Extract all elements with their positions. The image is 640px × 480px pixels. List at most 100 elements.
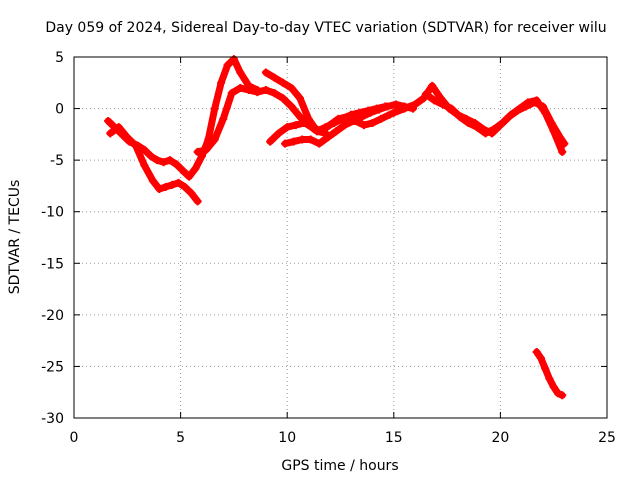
data-point <box>464 119 473 128</box>
grid <box>74 57 607 418</box>
data-point <box>191 164 200 173</box>
data-point <box>106 129 115 138</box>
data-point <box>283 123 292 132</box>
x-tick-label: 5 <box>176 430 185 446</box>
data-point <box>317 127 326 136</box>
data-point <box>541 108 550 117</box>
data-point <box>174 178 183 187</box>
data-point <box>159 158 168 167</box>
data-point <box>438 100 447 109</box>
data-point <box>123 133 132 142</box>
plot-frame <box>73 56 608 419</box>
data-point <box>155 185 164 194</box>
data-point <box>524 98 533 107</box>
data-point <box>349 116 358 125</box>
data-point <box>210 104 219 113</box>
data-point <box>104 116 113 125</box>
series-track-afternoon <box>389 81 569 148</box>
data-point <box>498 119 507 128</box>
data-point <box>236 83 245 92</box>
data-point <box>236 68 245 77</box>
data-point <box>140 161 149 170</box>
y-tick-label: 5 <box>55 50 64 66</box>
series-track-afternoon-lower <box>421 90 567 156</box>
data-point <box>545 374 554 383</box>
data-point <box>202 145 211 154</box>
data-point <box>131 141 140 150</box>
data-point <box>383 102 392 111</box>
series-track-early-upper <box>104 55 262 181</box>
data-point <box>315 139 324 148</box>
data-point <box>295 94 304 103</box>
data-point <box>332 127 341 136</box>
x-axis-label: GPS time / hours <box>281 458 398 474</box>
ticks: 0 5 10 15 20 25 5 0 -5 -10 -15 -20 -25 -30 <box>41 50 616 446</box>
series-line <box>390 82 568 148</box>
data-point <box>168 180 177 189</box>
series-track-late-drop <box>532 347 567 400</box>
y-tick-label: -10 <box>41 205 64 221</box>
data-point <box>391 100 400 109</box>
y-tick-label: -30 <box>41 411 64 427</box>
series-line <box>266 107 402 146</box>
data-point <box>532 347 541 356</box>
data-point <box>340 121 349 130</box>
data-point <box>161 182 170 191</box>
data-point <box>146 152 155 161</box>
data-point <box>377 114 386 123</box>
data-point <box>549 383 558 392</box>
data-point <box>536 354 545 363</box>
series-line <box>281 100 417 148</box>
data-point <box>558 147 567 156</box>
data-point <box>334 114 343 123</box>
data-point <box>278 94 287 103</box>
data-point <box>219 114 228 123</box>
data-point <box>428 81 437 90</box>
data-point <box>421 90 430 99</box>
data-point <box>541 364 550 373</box>
y-tick-label: -5 <box>50 153 64 169</box>
x-tick-label: 10 <box>278 430 296 446</box>
data-point <box>300 119 309 128</box>
data-point <box>308 123 317 132</box>
data-point <box>481 129 490 138</box>
data-point <box>490 125 499 134</box>
data-point <box>193 147 202 156</box>
y-tick-label: -20 <box>41 308 64 324</box>
data-point <box>229 55 238 64</box>
data-point <box>281 139 290 148</box>
y-tick-label: 0 <box>55 102 64 118</box>
y-tick-label: -15 <box>41 256 64 272</box>
series-line <box>104 55 261 181</box>
data-point <box>187 189 196 198</box>
data-point <box>289 137 298 146</box>
data-point <box>515 104 524 113</box>
data-point <box>366 108 375 117</box>
chart-title: Day 059 of 2024, Sidereal Day-to-day VTE… <box>45 20 606 36</box>
data-point <box>359 121 368 130</box>
data-point <box>287 83 296 92</box>
data-point <box>244 86 253 95</box>
series-track-early-lower <box>106 123 202 206</box>
data-point <box>165 156 174 165</box>
data-point <box>153 156 162 165</box>
data-point <box>193 197 202 206</box>
data-point <box>411 100 420 109</box>
data-point <box>261 86 270 95</box>
data-point <box>374 105 383 114</box>
data-point <box>266 137 275 146</box>
data-point <box>295 112 304 121</box>
data-point <box>223 61 232 70</box>
data-point <box>558 391 567 400</box>
x-tick-label: 20 <box>491 430 509 446</box>
data-point <box>114 123 123 132</box>
data-point <box>253 88 262 97</box>
data-point <box>472 123 481 132</box>
y-axis-label: SDTVAR / TECUs <box>7 180 23 295</box>
data-point <box>357 112 366 121</box>
data-point <box>287 102 296 111</box>
data-point <box>185 172 194 181</box>
data-point <box>389 108 398 117</box>
series-track-lowest-mid <box>281 100 417 148</box>
